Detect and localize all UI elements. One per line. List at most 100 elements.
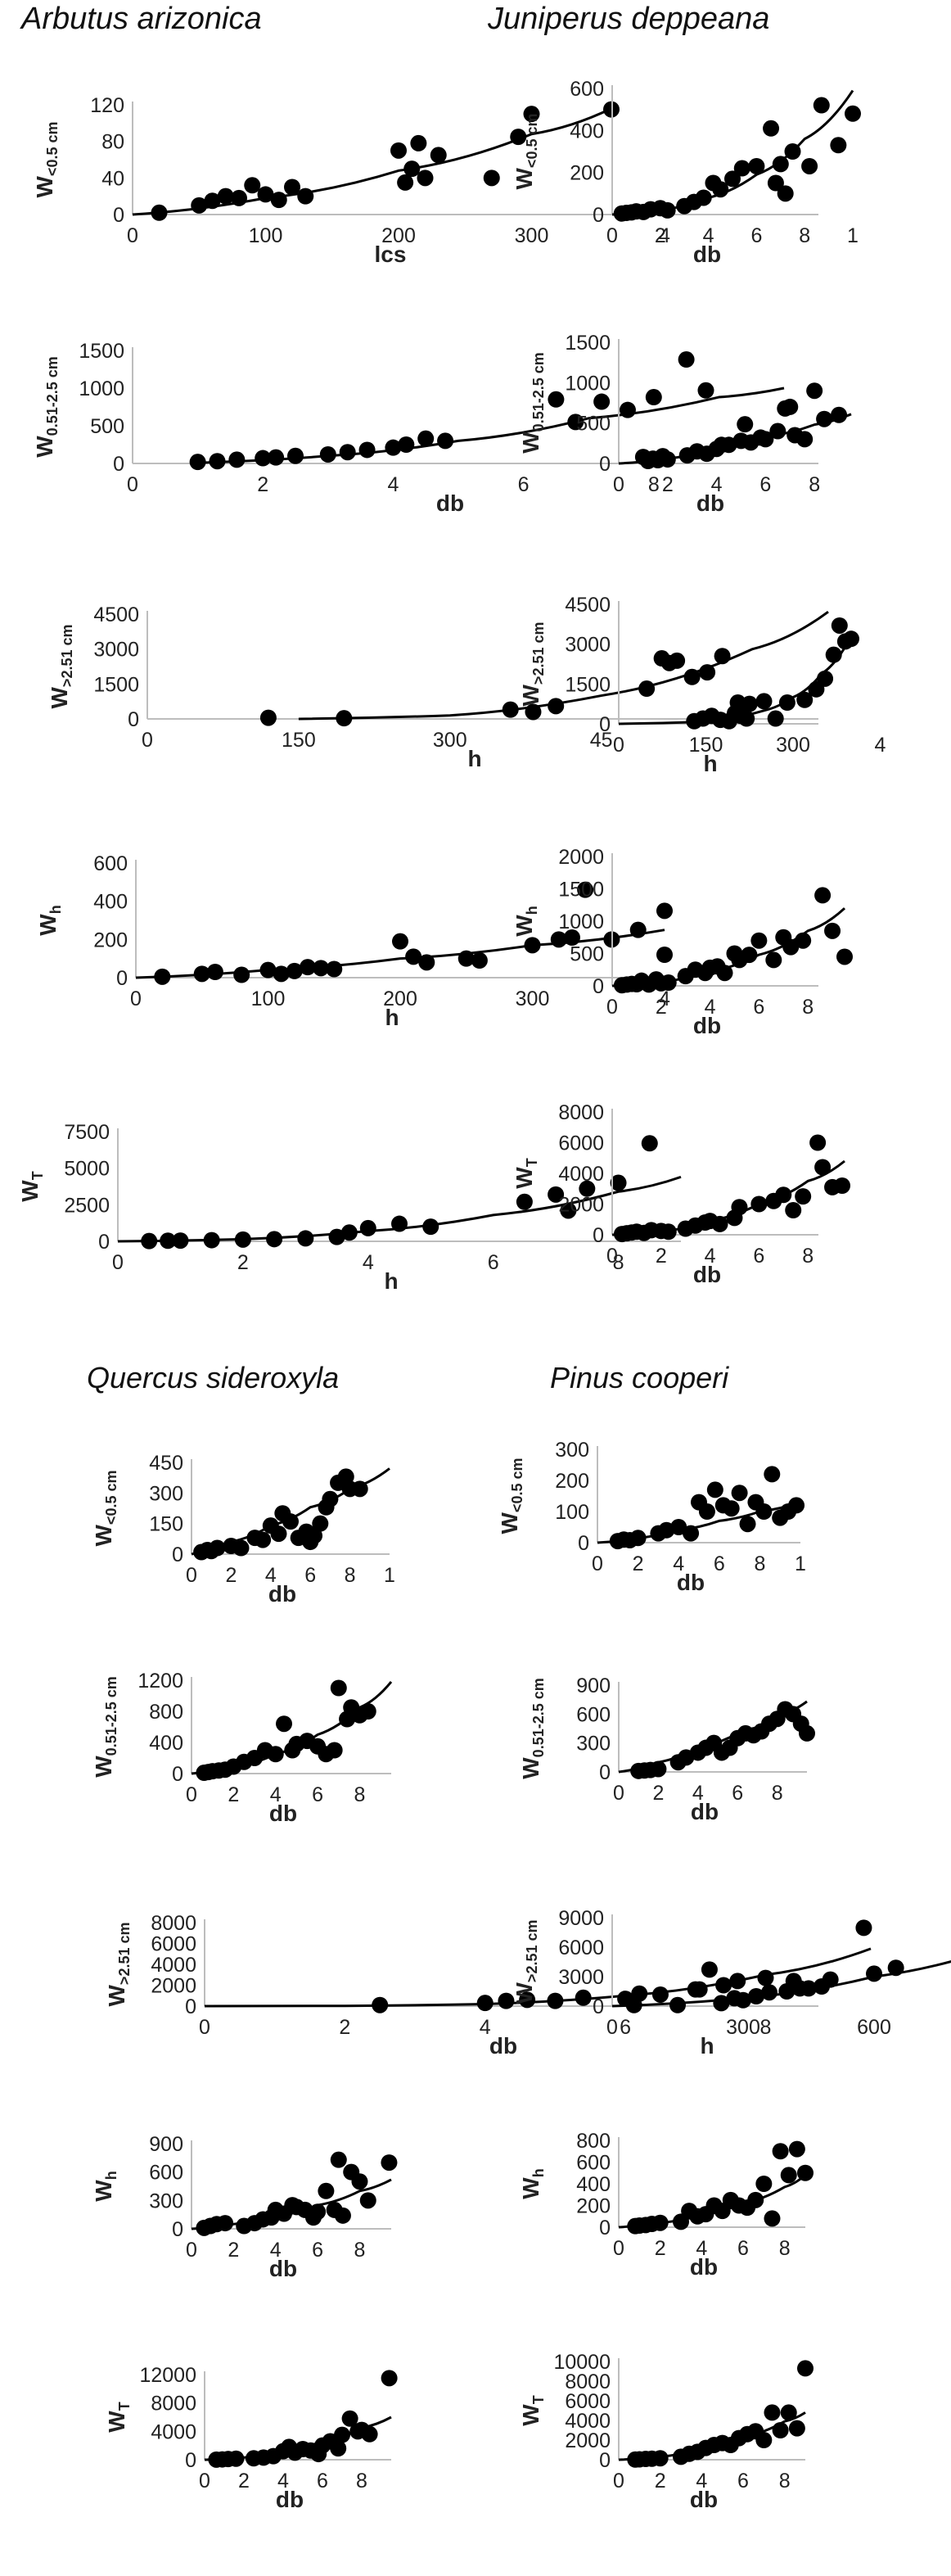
data-point bbox=[502, 701, 519, 718]
y-axis-label: W>2.51 cm bbox=[512, 1920, 540, 2004]
x-axis-label: db bbox=[276, 2487, 304, 2512]
y-axis-label-sub: h bbox=[103, 2171, 119, 2180]
y-tick-label: 4000 bbox=[558, 1163, 604, 1186]
data-point bbox=[510, 129, 527, 146]
data-point bbox=[763, 120, 780, 137]
x-tick-label: 4 bbox=[387, 473, 399, 496]
x-tick-label: 6 bbox=[753, 1245, 764, 1268]
y-tick-label: 8000 bbox=[565, 2370, 611, 2393]
y-tick-label: 200 bbox=[576, 2195, 611, 2218]
data-point bbox=[723, 1500, 740, 1517]
data-point bbox=[788, 2420, 805, 2437]
y-tick-label: 4000 bbox=[151, 1954, 196, 1977]
data-point bbox=[656, 947, 673, 963]
y-tick-label: 200 bbox=[555, 1470, 589, 1493]
data-point bbox=[312, 1515, 329, 1532]
x-tick-label: 300 bbox=[776, 734, 810, 757]
x-tick-label: 2 bbox=[633, 1552, 644, 1575]
x-tick-label: 0 bbox=[186, 2239, 197, 2262]
y-axis-label-sub: <0.5 cm bbox=[44, 122, 61, 177]
data-point bbox=[755, 693, 773, 710]
data-point bbox=[579, 1180, 596, 1197]
x-axis-label: db bbox=[693, 1013, 721, 1038]
y-tick-label: 0 bbox=[172, 1543, 183, 1566]
data-point bbox=[800, 1980, 817, 1997]
y-tick-label: 3000 bbox=[565, 634, 611, 657]
data-point bbox=[154, 968, 171, 985]
species-title-juniperus: Juniperus deppeana bbox=[488, 2, 770, 36]
data-point bbox=[788, 1497, 805, 1514]
y-tick-label: 4000 bbox=[151, 2420, 196, 2443]
y-tick-label: 1200 bbox=[137, 1670, 183, 1692]
y-tick-label: 0 bbox=[172, 2218, 183, 2241]
x-tick-label: 0 bbox=[112, 1251, 124, 1274]
data-point bbox=[834, 1177, 851, 1194]
chart-panel: 0 500 1000 1500 0 2 4 6 8 db W0.51-2.5 cm bbox=[518, 332, 852, 516]
y-tick-label: 100 bbox=[555, 1501, 589, 1524]
y-axis-label: Wh bbox=[91, 2171, 119, 2201]
trend-line bbox=[132, 107, 612, 216]
y-axis-label: W>2.51 cm bbox=[104, 1923, 133, 2007]
data-point bbox=[778, 694, 796, 712]
y-tick-label: 4500 bbox=[93, 603, 139, 626]
data-point bbox=[765, 951, 782, 969]
y-tick-label: 400 bbox=[93, 891, 128, 914]
y-axis-label-main: W bbox=[518, 1757, 543, 1779]
data-point bbox=[780, 2167, 797, 2184]
data-point bbox=[750, 932, 768, 949]
data-point bbox=[297, 1230, 314, 1247]
x-tick-label: 2 bbox=[655, 224, 666, 247]
y-tick-label: 6000 bbox=[558, 1937, 604, 1959]
data-point bbox=[813, 97, 830, 114]
y-tick-label: 0 bbox=[599, 1761, 611, 1784]
y-tick-label: 500 bbox=[570, 943, 604, 966]
data-point bbox=[418, 954, 435, 971]
y-tick-label: 80 bbox=[101, 131, 124, 154]
data-point bbox=[731, 1199, 748, 1216]
y-tick-label: 1000 bbox=[558, 911, 604, 933]
data-point bbox=[257, 186, 274, 203]
data-point bbox=[550, 931, 567, 948]
data-point bbox=[209, 453, 226, 470]
x-tick-label: 2 bbox=[652, 1782, 664, 1805]
data-point bbox=[417, 169, 434, 187]
x-tick-label: 4 bbox=[705, 996, 716, 1019]
data-point bbox=[471, 952, 488, 969]
x-tick-label: 4 bbox=[705, 1245, 716, 1268]
x-tick-label: 0 bbox=[199, 2016, 210, 2039]
x-axis-label: db bbox=[489, 2033, 517, 2059]
data-point bbox=[244, 177, 261, 194]
data-point bbox=[699, 664, 716, 681]
data-point bbox=[330, 1679, 347, 1697]
y-tick-label: 6000 bbox=[151, 1933, 196, 1956]
data-point bbox=[359, 2192, 376, 2209]
y-axis-label-sub: h bbox=[524, 906, 540, 915]
x-tick-label: 8 bbox=[809, 473, 820, 496]
x-tick-label: 8 bbox=[345, 1564, 356, 1587]
y-axis-label-main: W bbox=[104, 2411, 129, 2433]
x-tick-label: 8 bbox=[760, 2016, 772, 2039]
x-tick-label: 100 bbox=[249, 224, 283, 247]
data-point bbox=[780, 2404, 797, 2421]
x-tick-label: 4 bbox=[703, 224, 714, 247]
data-point bbox=[822, 1971, 839, 1988]
y-tick-label: 600 bbox=[149, 2162, 183, 2185]
data-point bbox=[328, 1228, 345, 1245]
data-point bbox=[764, 2404, 781, 2421]
data-point bbox=[767, 710, 784, 727]
x-tick-label: 2 bbox=[662, 473, 674, 496]
data-point bbox=[151, 204, 168, 221]
y-tick-label: 150 bbox=[149, 1513, 183, 1536]
data-point bbox=[651, 2214, 669, 2231]
y-tick-label: 300 bbox=[149, 2190, 183, 2212]
data-point bbox=[525, 703, 542, 721]
x-tick-label: 2 bbox=[238, 2470, 250, 2492]
y-axis-label-sub: h bbox=[47, 905, 64, 914]
data-point bbox=[172, 1232, 189, 1250]
x-axis-label: db bbox=[690, 2487, 718, 2512]
data-point bbox=[548, 391, 565, 408]
data-point bbox=[405, 948, 422, 965]
y-tick-label: 600 bbox=[570, 78, 604, 101]
